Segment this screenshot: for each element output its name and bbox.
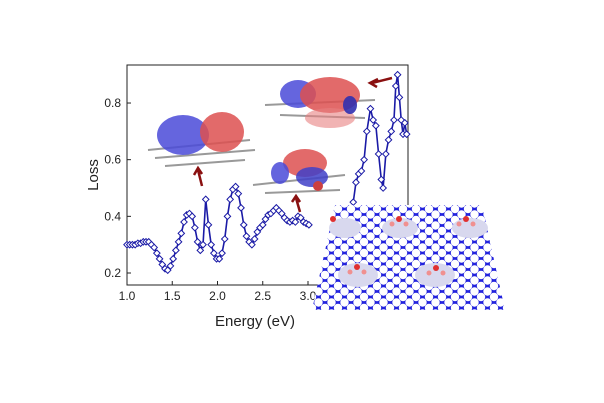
data-point [152,249,161,258]
data-point [155,254,164,263]
data-point [196,246,205,255]
data-point [247,240,256,249]
data-point [291,218,300,226]
data-point [250,235,259,243]
data-point [180,218,188,226]
x-axis-label: Energy (eV) [215,313,295,330]
data-point [193,237,202,246]
data-point [377,175,386,184]
data-point [258,220,267,229]
data-point [360,155,369,164]
orbital-illustration-3 [252,149,346,194]
data-point [234,189,243,198]
data-point [188,212,197,221]
data-point [223,212,232,221]
data-point [150,243,159,252]
y-tick-label: 0.2 [104,266,121,280]
data-point [169,254,178,263]
data-point [204,220,213,229]
data-point [402,130,411,139]
data-point [237,203,245,212]
data-point [369,116,378,124]
data-point [387,127,396,136]
data-point [379,184,388,192]
arrow-icon [192,165,204,187]
data-point [171,246,180,255]
data-point [390,116,398,124]
data-point [400,118,409,127]
data-point [391,82,400,90]
orbital-illustration-2 [264,77,376,128]
data-point [381,150,390,158]
data-point [226,195,235,204]
data-point [215,254,224,263]
y-tick-label: 0.8 [104,96,121,110]
arrow-icon [367,76,393,89]
data-point [374,150,383,158]
x-tick-label: 2.0 [209,289,226,303]
data-point [177,229,186,238]
data-point [393,70,402,79]
data-point [352,178,360,187]
data-point [362,127,371,136]
y-axis-label: Loss [85,159,102,191]
arrow-icon [290,193,302,213]
x-tick-label: 2.5 [254,289,271,303]
data-point [304,220,313,229]
data-point [218,249,226,258]
data-point [166,262,175,270]
graphene-inset [312,205,505,310]
data-point [207,240,216,249]
data-point [395,93,404,102]
y-tick-label: 0.4 [104,209,121,223]
data-point [397,116,406,124]
data-point [220,235,229,243]
data-point [357,167,366,175]
x-tick-label: 1.0 [119,289,136,303]
data-point [190,223,199,232]
x-tick-label: 1.5 [164,289,181,303]
data-point [231,182,240,191]
data-point [239,220,248,229]
x-tick-label: 3.0 [300,289,317,303]
data-point [209,249,218,258]
data-point [174,237,183,246]
data-point [201,195,210,204]
data-point [199,240,207,249]
data-point [242,232,251,241]
data-point [384,135,393,144]
y-tick-label: 0.6 [104,153,121,167]
data-point [371,121,380,130]
data-point [366,104,375,113]
orbital-illustration-1 [147,112,256,167]
